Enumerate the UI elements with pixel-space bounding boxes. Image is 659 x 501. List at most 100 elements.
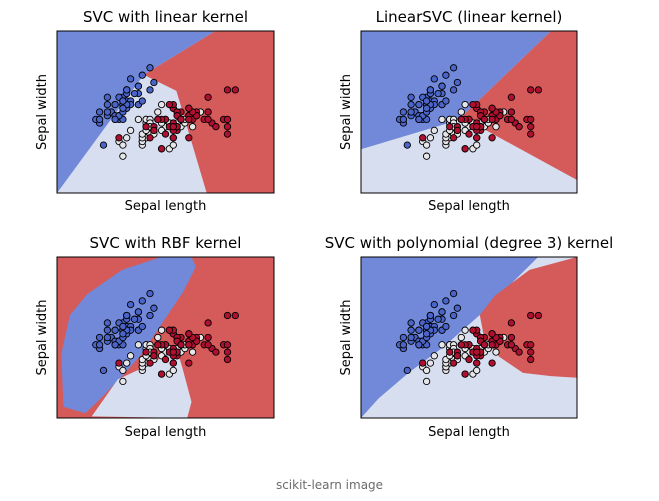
class2-point (223, 311, 232, 320)
class0-point (138, 297, 146, 305)
class0-point (150, 304, 158, 312)
class2-point (488, 359, 496, 367)
class2-point (185, 330, 193, 338)
subplot-4: SVC with polynomial (degree 3) kernel Sep… (325, 234, 614, 440)
class0-point (403, 141, 411, 149)
class1-point (461, 100, 469, 109)
class2-point (453, 352, 462, 360)
class2-point (507, 108, 516, 116)
class2-point (142, 348, 150, 356)
class1-point (422, 366, 431, 375)
class2-point (461, 370, 469, 378)
class2-point (165, 326, 174, 334)
class1-point (169, 366, 177, 375)
class2-point (177, 341, 185, 349)
class2-point (488, 134, 496, 142)
axes-frame (56, 256, 275, 419)
class2-point (446, 123, 454, 131)
axes-frame (360, 30, 578, 194)
class2-point (473, 134, 481, 142)
class2-point (527, 311, 535, 320)
class0-point (449, 86, 458, 94)
class1-point (188, 123, 197, 131)
class0-point (422, 322, 431, 331)
class0-point (422, 104, 431, 112)
y-axis-label: Sepal width (339, 74, 354, 150)
class1-point (169, 141, 177, 149)
class0-point (119, 322, 127, 331)
class1-point (123, 134, 131, 142)
class2-point (534, 311, 543, 320)
class2-point (465, 130, 473, 138)
class0-point (407, 333, 415, 342)
class2-point (165, 100, 174, 109)
class2-point (169, 359, 177, 367)
class0-point (95, 341, 104, 349)
class2-point (231, 311, 239, 320)
class1-point (126, 126, 135, 135)
class0-point (449, 289, 458, 298)
class0-point (103, 333, 112, 342)
class2-point (115, 359, 123, 367)
class1-point (457, 333, 465, 342)
class0-point (103, 93, 112, 101)
class0-point (119, 330, 127, 338)
subplot-3: SVC with RBF kernel Sepal length Sepal wid… (35, 234, 275, 440)
class1-point (422, 141, 431, 149)
class2-point (231, 86, 239, 94)
subplot-title: SVC with polynomial (degree 3) kernel (325, 234, 614, 252)
class2-point (154, 341, 162, 349)
class2-point (465, 355, 473, 364)
class2-point (142, 123, 150, 131)
class0-point (403, 366, 411, 375)
class0-point (103, 319, 112, 327)
class0-point (138, 71, 146, 79)
class0-point (407, 108, 415, 116)
class0-point (150, 78, 158, 87)
class2-point (185, 104, 193, 112)
class0-point (99, 141, 108, 149)
y-axis-label: Sepal width (35, 299, 50, 375)
class1-point (457, 108, 465, 116)
class0-point (146, 64, 154, 72)
class0-point (138, 97, 146, 105)
class2-point (527, 341, 535, 349)
class2-point (223, 115, 232, 124)
class0-point (449, 311, 458, 320)
class0-point (430, 300, 438, 309)
class2-point (449, 359, 458, 367)
class0-point (95, 108, 104, 116)
class0-point (442, 71, 450, 79)
class2-point (169, 123, 177, 131)
class0-point (442, 297, 450, 305)
class0-point (442, 322, 450, 331)
subplot-1: SVC with linear kernel Sepal length Sepal … (35, 8, 275, 214)
class0-point (399, 333, 408, 342)
class2-point (446, 348, 454, 356)
class1-point (461, 326, 469, 334)
class0-point (415, 326, 423, 334)
class2-point (150, 126, 158, 135)
class0-point (123, 86, 131, 94)
class0-point (134, 82, 143, 90)
class2-point (507, 319, 516, 327)
subplot-2: LinearSVC (linear kernel) Sepal length Sep… (339, 8, 578, 214)
class0-point (111, 341, 119, 349)
class2-point (185, 359, 193, 367)
class0-point (415, 100, 423, 109)
class0-point (415, 341, 423, 349)
class2-point (223, 123, 232, 131)
class0-point (103, 326, 112, 334)
class1-point (119, 377, 127, 386)
class2-point (204, 333, 212, 342)
image-caption: scikit-learn image (275, 478, 384, 492)
class2-point (223, 348, 232, 356)
class2-point (204, 108, 212, 116)
class2-point (527, 115, 535, 124)
class2-point (488, 341, 496, 349)
class0-point (449, 64, 458, 72)
class2-point (469, 326, 477, 334)
subplot-title: SVC with RBF kernel (90, 234, 242, 252)
class2-point (527, 86, 535, 94)
